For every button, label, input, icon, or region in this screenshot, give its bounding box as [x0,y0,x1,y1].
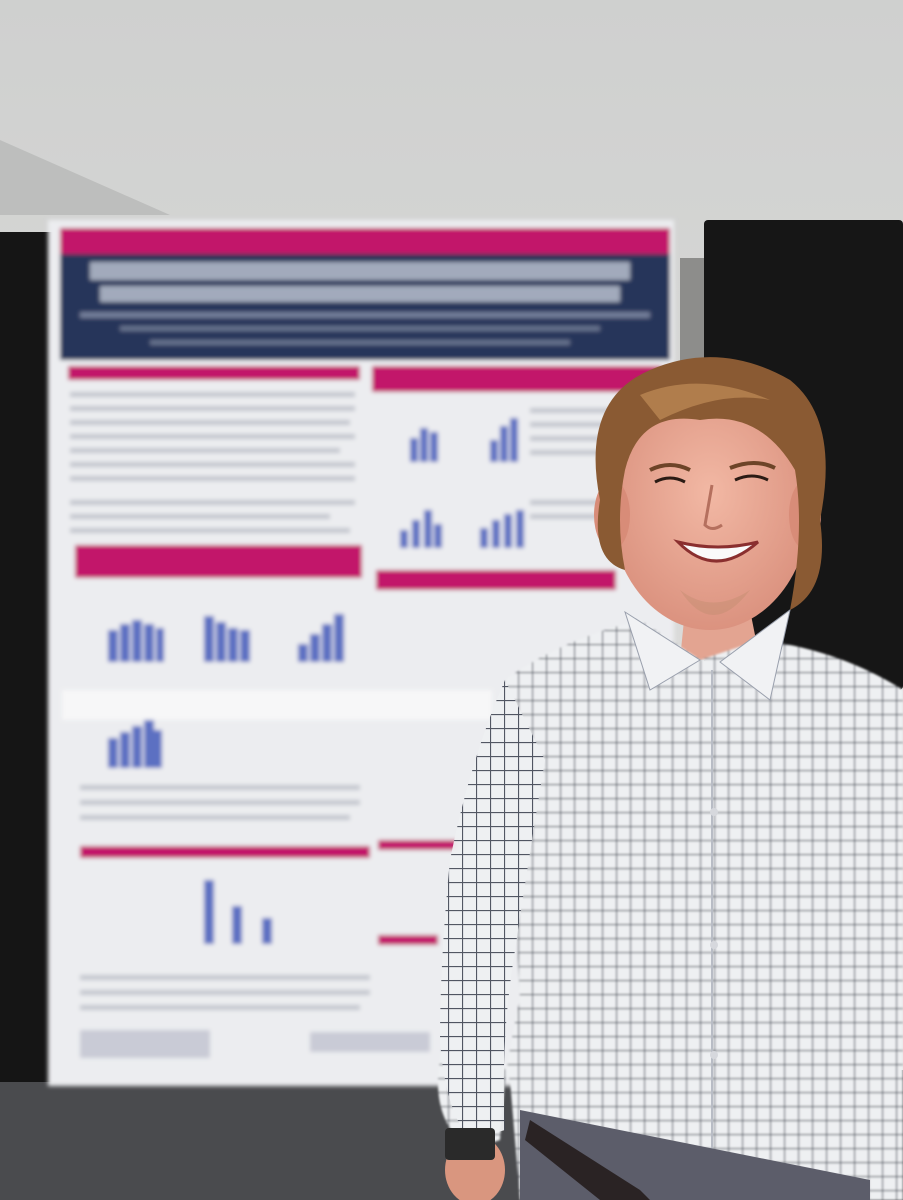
board-gap [680,258,708,368]
person [438,357,903,1200]
wall-edge [0,140,170,215]
